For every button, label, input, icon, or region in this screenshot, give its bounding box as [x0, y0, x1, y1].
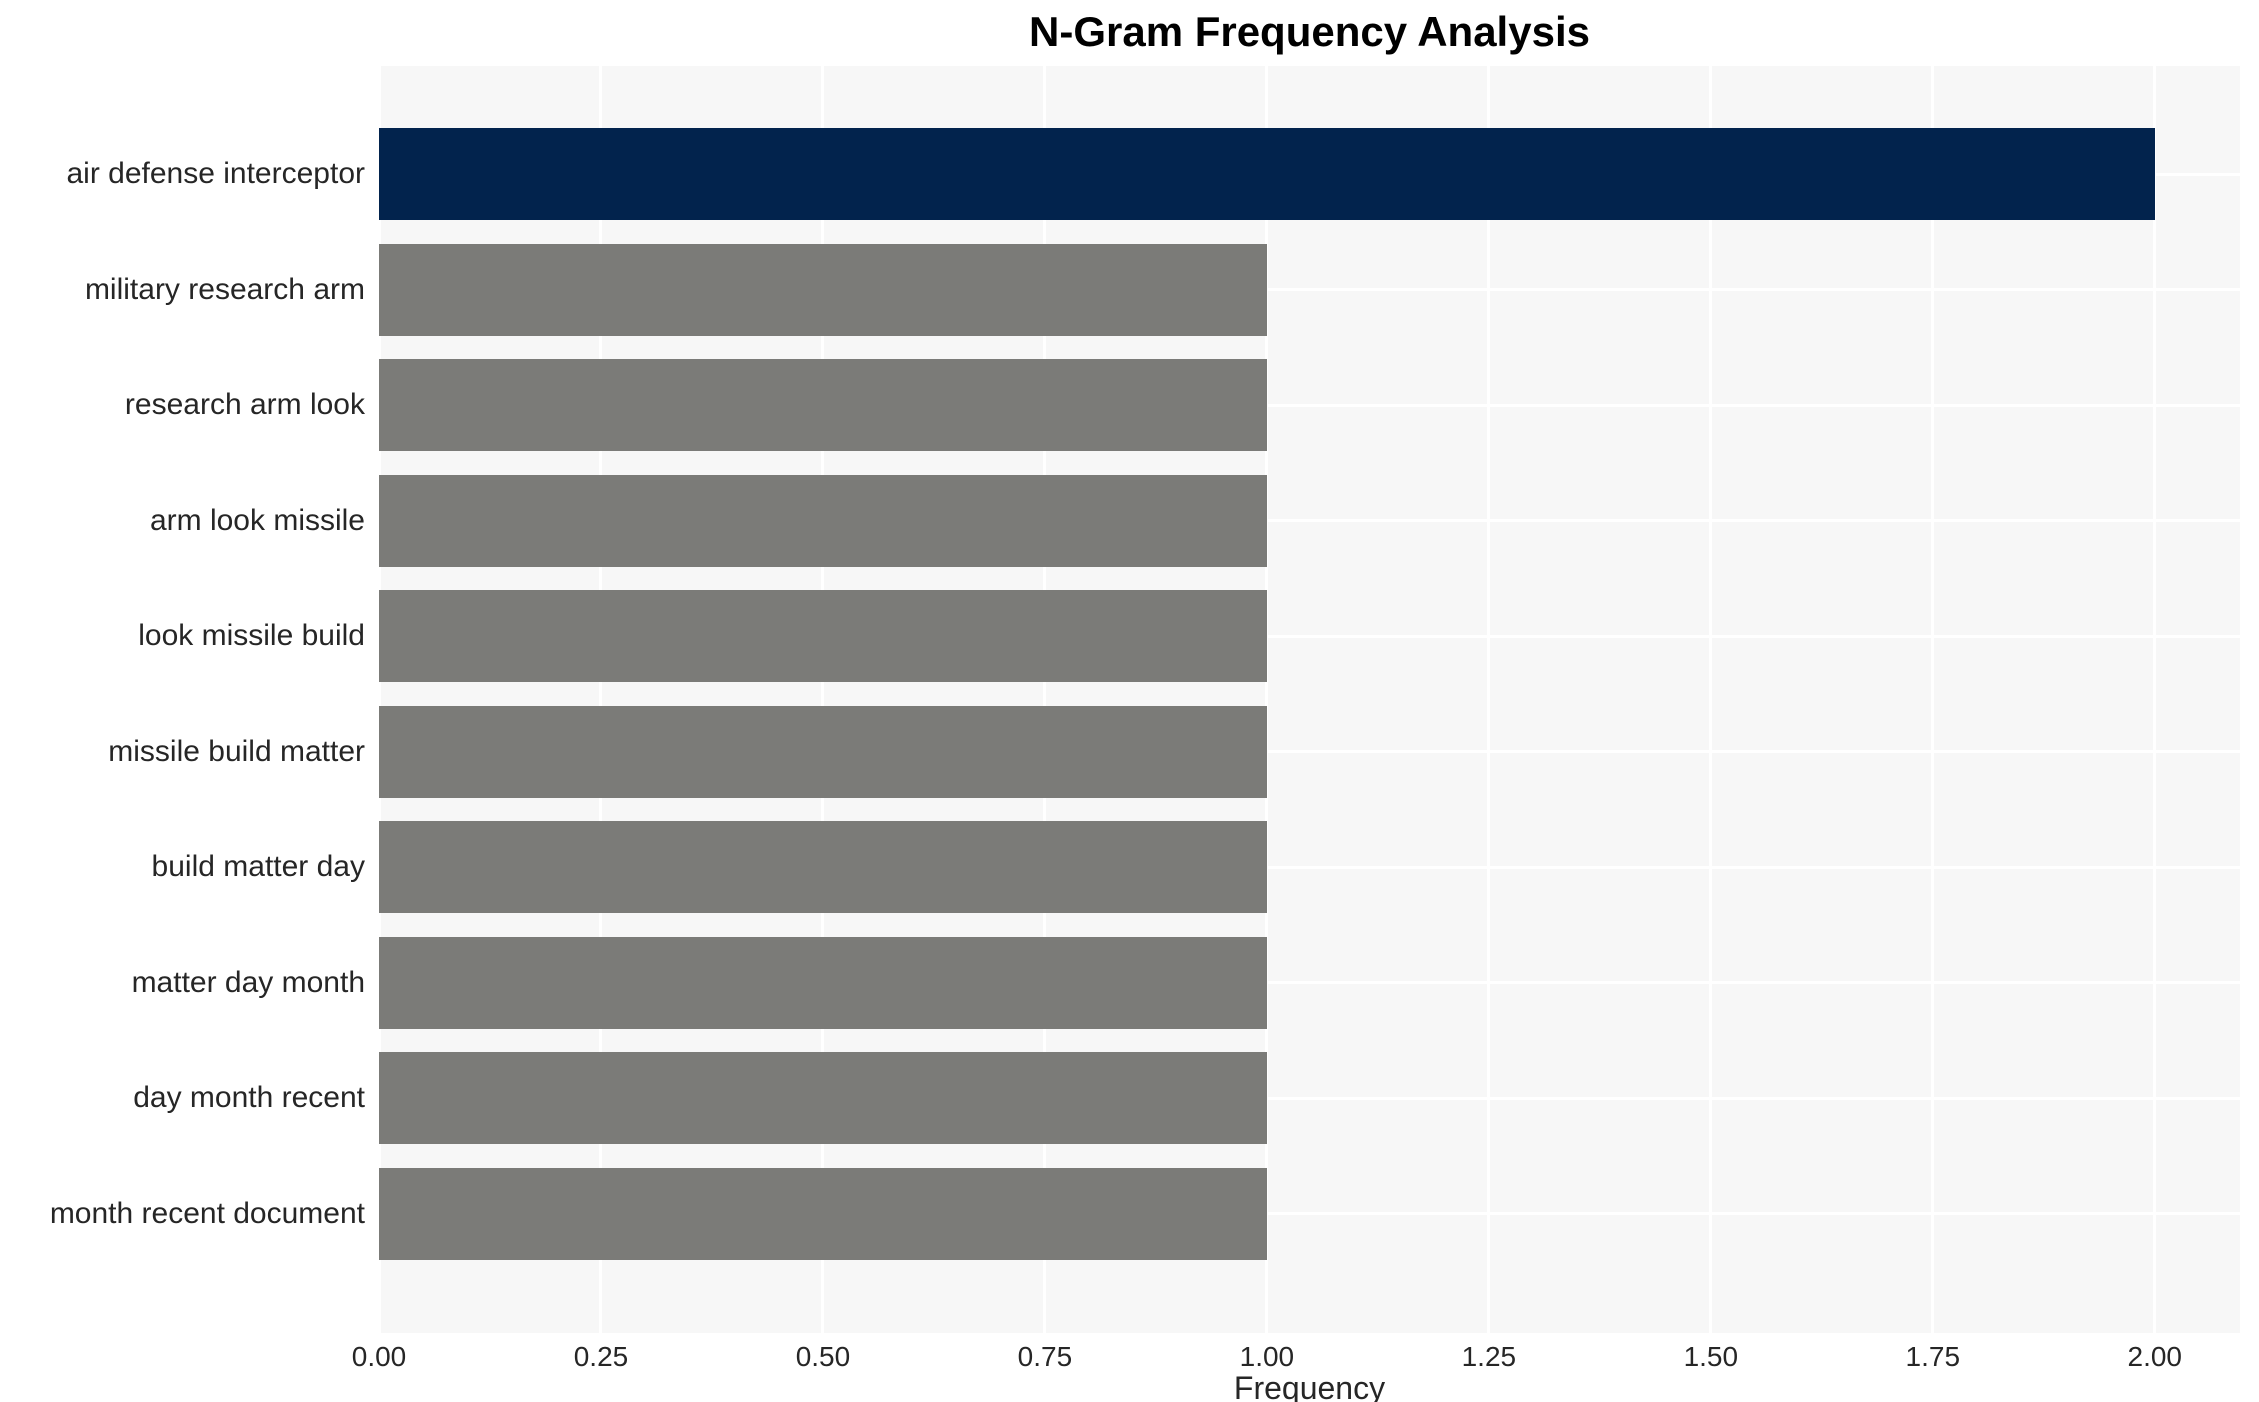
x-tick-label: 0.00 [351, 1341, 407, 1372]
category-label: build matter day [151, 850, 365, 883]
x-gridline [599, 66, 603, 1333]
y-gridline [379, 981, 2240, 984]
category-label: look missile build [138, 619, 365, 652]
x-tick-label: 1.00 [1239, 1341, 1295, 1372]
category-label: military research arm [84, 272, 365, 306]
bar-air-defense-interceptor [379, 128, 2155, 220]
category-label: research arm look [124, 388, 365, 421]
x-gridline [1487, 66, 1491, 1333]
x-tick-label: 1.75 [1905, 1341, 1961, 1372]
bar-month-recent-document [379, 1167, 1267, 1260]
bar-build-matter-day [379, 821, 1267, 913]
x-tick-label: 1.50 [1683, 1341, 1739, 1372]
x-gridline [1265, 66, 1269, 1333]
x-gridline [821, 66, 825, 1333]
x-gridline [1043, 66, 1047, 1333]
bar-military-research-arm [379, 243, 1267, 336]
bar-day-month-recent [379, 1052, 1267, 1144]
x-axis-label: Frequency [1233, 1370, 1386, 1402]
y-gridline [379, 288, 2240, 291]
category-label: matter day month [131, 965, 365, 999]
x-gridline [2153, 66, 2157, 1333]
x-gridline [1931, 66, 1935, 1333]
y-gridline [379, 865, 2240, 869]
x-tick-label: 0.25 [573, 1341, 629, 1372]
chart-title: N-Gram Frequency Analysis [1029, 8, 1590, 55]
x-gridline [1709, 66, 1713, 1333]
bar-missile-build-matter [379, 705, 1267, 798]
plot-area [377, 66, 2240, 1333]
y-gridline [379, 750, 2240, 753]
bar-matter-day-month [379, 936, 1267, 1029]
x-tick-label: 0.75 [1017, 1341, 1073, 1372]
y-gridline [379, 519, 2240, 522]
bar-research-arm-look [379, 359, 1267, 451]
bar-look-missile-build [379, 590, 1267, 682]
bar-arm-look-missile [379, 474, 1267, 567]
x-gridline [377, 66, 381, 1333]
category-label: day month recent [133, 1081, 365, 1114]
x-tick-label: 1.25 [1461, 1341, 1517, 1372]
x-tick-label: 0.50 [795, 1341, 851, 1372]
y-gridline [379, 1212, 2240, 1215]
category-label: missile build matter [108, 734, 365, 768]
category-label: month recent document [49, 1196, 365, 1230]
category-label: arm look missile [149, 503, 365, 537]
x-tick-label: 2.00 [2127, 1341, 2183, 1372]
y-gridline [379, 403, 2240, 407]
y-gridline [379, 634, 2240, 638]
y-gridline [379, 1096, 2240, 1100]
category-label: air defense interceptor [66, 157, 365, 190]
